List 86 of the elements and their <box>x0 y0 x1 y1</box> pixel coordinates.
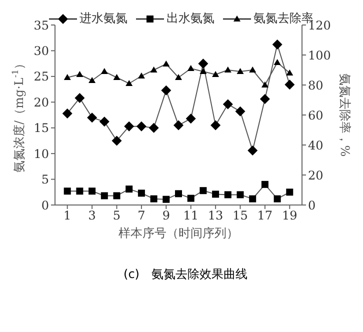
point <box>212 190 220 198</box>
point <box>224 191 232 198</box>
point <box>113 192 120 200</box>
point <box>74 93 85 104</box>
point <box>198 58 208 69</box>
point <box>236 191 244 198</box>
point <box>88 77 96 83</box>
point <box>249 195 256 202</box>
point <box>222 99 233 110</box>
point <box>161 85 172 96</box>
y2-tick-label: 100 <box>308 48 331 62</box>
point <box>187 65 194 71</box>
legend-label: 出水氨氮 <box>166 10 214 27</box>
point <box>138 190 145 197</box>
point <box>162 196 170 203</box>
y2-tick-label: 60 <box>308 108 324 122</box>
point <box>150 195 158 202</box>
point <box>138 72 145 78</box>
point <box>274 59 281 65</box>
point <box>235 106 246 116</box>
y2-tick-label: 0 <box>308 198 316 212</box>
point <box>124 121 134 132</box>
point <box>113 74 120 80</box>
point <box>261 82 268 88</box>
point <box>112 136 122 146</box>
y-tick-label: 0 <box>41 198 49 212</box>
x-tick-label: 11 <box>183 208 198 223</box>
y-tick-label: 35 <box>34 18 49 32</box>
point <box>100 68 108 74</box>
point <box>162 60 170 66</box>
x-tick-label: 17 <box>257 208 273 223</box>
point <box>175 190 182 198</box>
point <box>260 94 270 104</box>
point <box>126 186 133 193</box>
point <box>64 188 71 195</box>
point <box>87 112 98 123</box>
x-tick-label: 3 <box>88 208 96 223</box>
point <box>249 66 256 72</box>
y2-tick-label: 40 <box>308 138 324 152</box>
point <box>148 122 159 133</box>
x-tick-label: 5 <box>112 208 121 223</box>
x-tick-label: 9 <box>162 208 170 223</box>
point <box>272 40 282 50</box>
point <box>88 188 96 195</box>
y-tick-label: 25 <box>34 70 49 84</box>
y-tick-label: 5 <box>41 172 49 187</box>
y2-tick-label: 80 <box>308 78 324 92</box>
point <box>200 187 207 194</box>
point <box>261 180 268 188</box>
x-tick-label: 13 <box>208 208 224 223</box>
point <box>224 66 232 72</box>
y2-axis-title: 氨氮去除率，% <box>338 73 352 157</box>
point <box>175 74 182 80</box>
point <box>76 188 84 195</box>
point <box>187 194 194 202</box>
y-tick-label: 30 <box>34 44 49 58</box>
y2-tick-label: 20 <box>308 168 324 182</box>
text: (c) 氨氮去除效果曲线 <box>122 266 248 283</box>
point <box>236 68 244 74</box>
x-axis-title: 样本序号（时间序列） <box>118 226 238 240</box>
point <box>64 74 71 80</box>
point <box>212 71 220 77</box>
point <box>286 70 294 76</box>
point <box>150 66 158 72</box>
point <box>210 120 221 130</box>
x-tick-label: 1 <box>64 208 72 223</box>
x-tick-label: 15 <box>232 208 248 223</box>
point <box>200 68 207 74</box>
y-tick-label: 20 <box>34 95 49 110</box>
x-tick-label: 19 <box>282 208 298 223</box>
point <box>248 145 258 156</box>
point <box>274 195 281 202</box>
point <box>126 80 133 86</box>
point <box>76 71 84 77</box>
point <box>284 80 295 90</box>
point <box>62 108 72 118</box>
point <box>100 192 108 200</box>
y-tick-label: 10 <box>34 146 49 161</box>
x-tick-label: 7 <box>138 208 146 223</box>
legend-label: 进水氨氮 <box>80 10 128 27</box>
point <box>136 121 146 132</box>
point <box>286 188 294 196</box>
point <box>186 114 196 124</box>
point <box>174 120 184 130</box>
y-tick-label: 15 <box>34 121 49 136</box>
point <box>99 116 110 127</box>
